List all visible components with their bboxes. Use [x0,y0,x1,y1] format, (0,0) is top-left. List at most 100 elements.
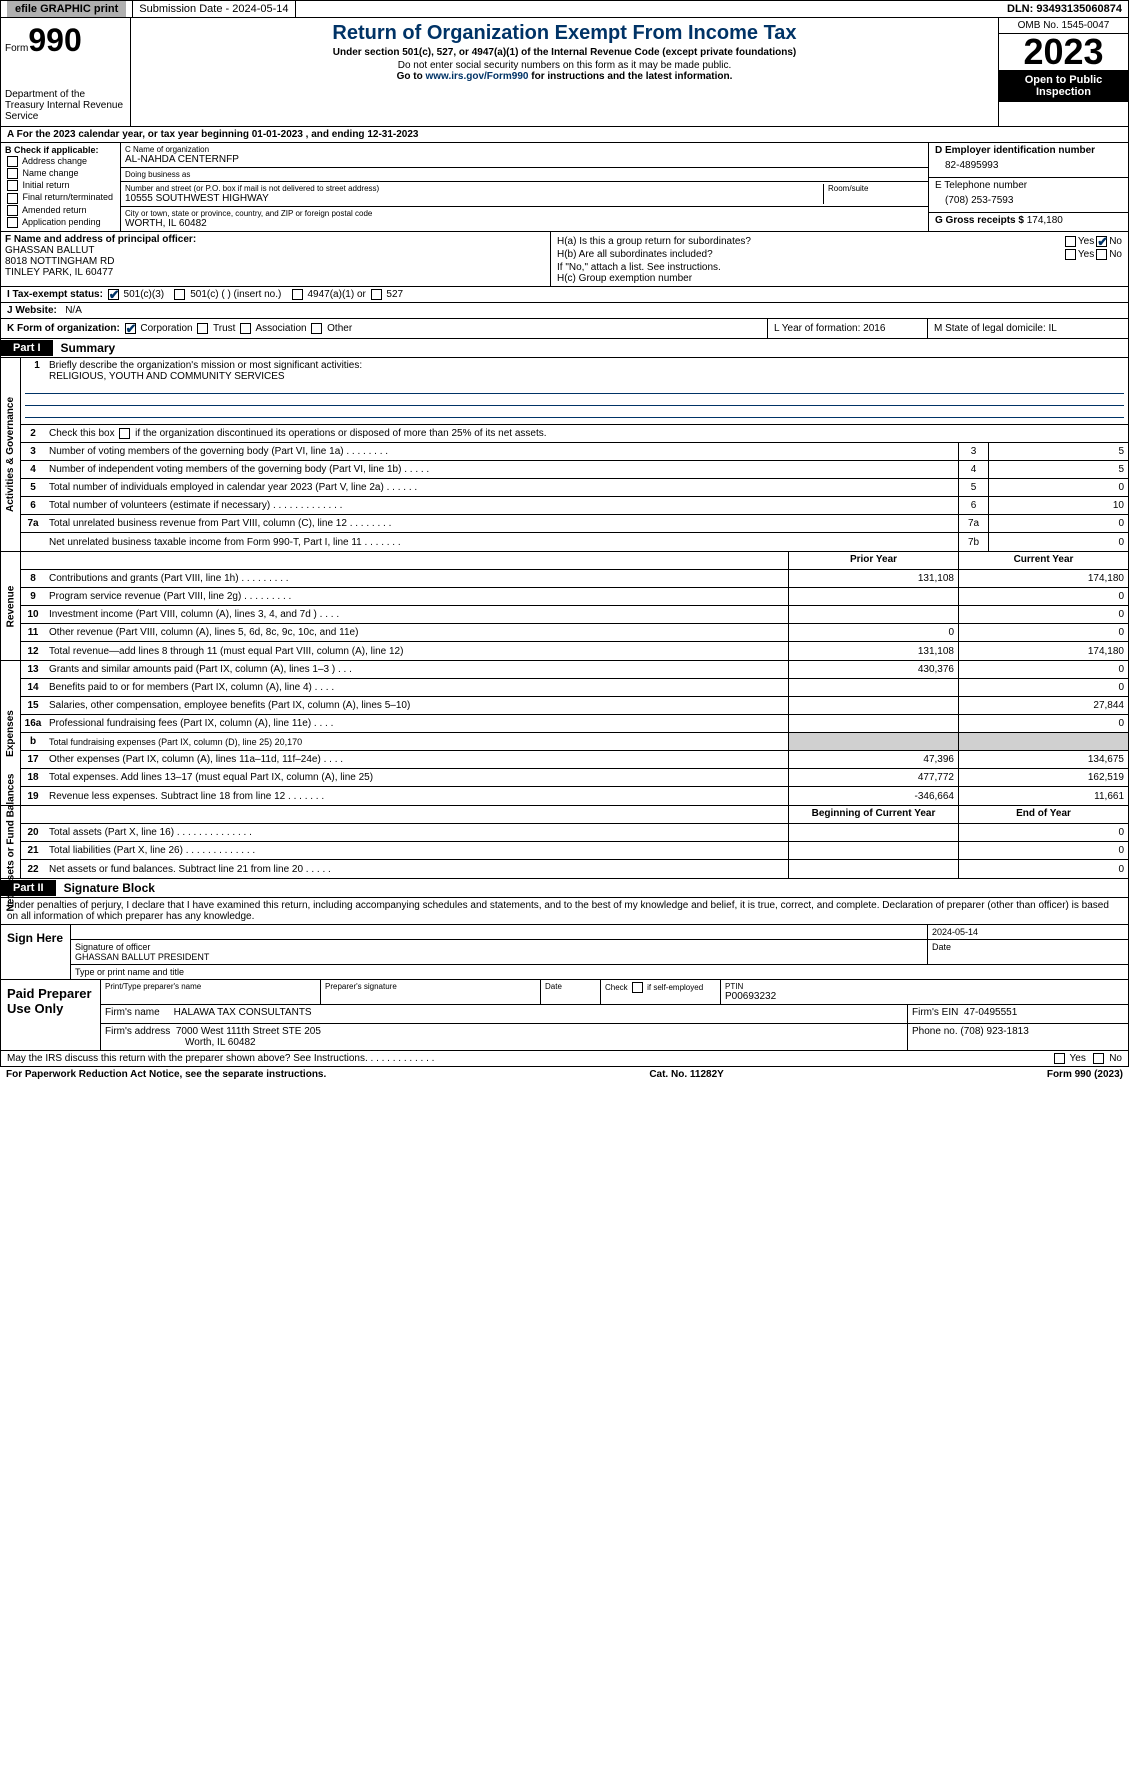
submission-date: Submission Date - 2024-05-14 [133,1,295,17]
association-checkbox[interactable] [240,323,251,334]
line17-prior: 47,396 [788,751,958,768]
discuss-row: May the IRS discuss this return with the… [0,1051,1129,1067]
line15-current: 27,844 [958,697,1128,714]
line22-end: 0 [958,860,1128,878]
line17-current: 134,675 [958,751,1128,768]
line7b-value: 0 [988,533,1128,551]
line11-prior: 0 [788,624,958,641]
net-assets-section: Net Assets or Fund Balances Beginning of… [0,806,1129,879]
form-number: 990 [28,22,81,58]
corporation-checkbox[interactable] [125,323,136,334]
line14-current: 0 [958,679,1128,696]
form-label: Form [5,43,28,54]
expenses-section: Expenses 13Grants and similar amounts pa… [0,661,1129,806]
line10-prior [788,606,958,623]
application-pending-checkbox[interactable] [7,217,18,228]
city-state-zip: WORTH, IL 60482 [125,218,924,229]
line16b-current [958,733,1128,750]
form-header: Form990 Department of the Treasury Inter… [0,18,1129,127]
line21-begin [788,842,958,859]
final-return-checkbox[interactable] [7,193,18,204]
part2-header: Part II Signature Block [0,879,1129,898]
line19-current: 11,661 [958,787,1128,805]
501c-checkbox[interactable] [174,289,185,300]
line3-value: 5 [988,443,1128,460]
side-expenses: Expenses [5,710,16,757]
line11-current: 0 [958,624,1128,641]
discuss-yes-checkbox[interactable] [1054,1053,1065,1064]
officer-addr2: TINLEY PARK, IL 60477 [5,267,546,278]
row-j: J Website: N/A [0,303,1129,319]
row-i: I Tax-exempt status: 501(c)(3) 501(c) ( … [0,287,1129,303]
ptin: P00693232 [725,991,1124,1002]
dept-label: Department of the Treasury Internal Reve… [5,89,126,122]
line22-begin [788,860,958,878]
goto-text: Go to [397,71,426,82]
501c3-checkbox[interactable] [108,289,119,300]
dln: DLN: 93493135060874 [1001,1,1128,17]
line16a-prior [788,715,958,732]
officer-name: GHASSAN BALLUT [5,245,546,256]
state-domicile: M State of legal domicile: IL [928,319,1128,338]
sign-here-block: Sign Here 2024-05-14 Signature of office… [0,925,1129,980]
ha-no-checkbox[interactable] [1096,236,1107,247]
4947-checkbox[interactable] [292,289,303,300]
street-address: 10555 SOUTHWEST HIGHWAY [125,193,819,204]
527-checkbox[interactable] [371,289,382,300]
org-name: AL-NAHDA CENTERNFP [125,154,924,165]
address-change-checkbox[interactable] [7,156,18,167]
officer-addr1: 8018 NOTTINGHAM RD [5,256,546,267]
line2-checkbox[interactable] [119,428,130,439]
line13-prior: 430,376 [788,661,958,678]
irs-link[interactable]: www.irs.gov/Form990 [425,71,528,82]
self-employed-checkbox[interactable] [632,982,643,993]
telephone: (708) 253-7593 [935,191,1122,210]
box-h: H(a) Is this a group return for subordin… [551,232,1128,286]
initial-return-checkbox[interactable] [7,180,18,191]
paid-preparer-label: Paid Preparer Use Only [1,980,101,1050]
ha-yes-checkbox[interactable] [1065,236,1076,247]
hb-yes-checkbox[interactable] [1065,249,1076,260]
firm-name: HALAWA TAX CONSULTANTS [174,1007,312,1018]
firm-phone: (708) 923-1813 [960,1026,1028,1037]
sig-date: 2024-05-14 [928,925,1128,939]
line-a: A For the 2023 calendar year, or tax yea… [0,127,1129,143]
subtitle-1: Under section 501(c), 527, or 4947(a)(1)… [135,47,994,58]
ein: 82-4895993 [935,156,1122,175]
line16a-current: 0 [958,715,1128,732]
officer-signature-name: GHASSAN BALLUT PRESIDENT [75,952,923,962]
perjury-text: Under penalties of perjury, I declare th… [0,898,1129,925]
activities-governance: Activities & Governance 1Briefly describ… [0,358,1129,552]
form-ref: Form 990 (2023) [1047,1069,1123,1080]
trust-checkbox[interactable] [197,323,208,334]
hb-note: If "No," attach a list. See instructions… [557,262,1122,273]
line20-begin [788,824,958,841]
discuss-no-checkbox[interactable] [1093,1053,1104,1064]
firm-ein: 47-0495551 [964,1007,1017,1018]
box-d: D Employer identification number 82-4895… [928,143,1128,231]
firm-addr2: Worth, IL 60482 [105,1037,903,1048]
row-fgh: F Name and address of principal officer:… [0,232,1129,287]
amended-return-checkbox[interactable] [7,205,18,216]
paid-preparer-block: Paid Preparer Use Only Print/Type prepar… [0,980,1129,1051]
line20-end: 0 [958,824,1128,841]
row-k: K Form of organization: Corporation Trus… [0,319,1129,339]
name-change-checkbox[interactable] [7,168,18,179]
efile-button[interactable]: efile GRAPHIC print [1,1,133,17]
firm-addr1: 7000 West 111th Street STE 205 [176,1026,321,1037]
gross-receipts: 174,180 [1027,215,1063,226]
line10-current: 0 [958,606,1128,623]
sign-here-label: Sign Here [1,925,71,979]
line8-current: 174,180 [958,570,1128,587]
line18-current: 162,519 [958,769,1128,786]
hb-no-checkbox[interactable] [1096,249,1107,260]
topbar: efile GRAPHIC print Submission Date - 20… [0,0,1129,18]
line12-current: 174,180 [958,642,1128,660]
mission: RELIGIOUS, YOUTH AND COMMUNITY SERVICES [25,371,1124,382]
open-public-badge: Open to Public Inspection [999,70,1128,102]
catalog-number: Cat. No. 11282Y [649,1069,723,1080]
line7a-value: 0 [988,515,1128,532]
line9-prior [788,588,958,605]
line18-prior: 477,772 [788,769,958,786]
other-checkbox[interactable] [311,323,322,334]
